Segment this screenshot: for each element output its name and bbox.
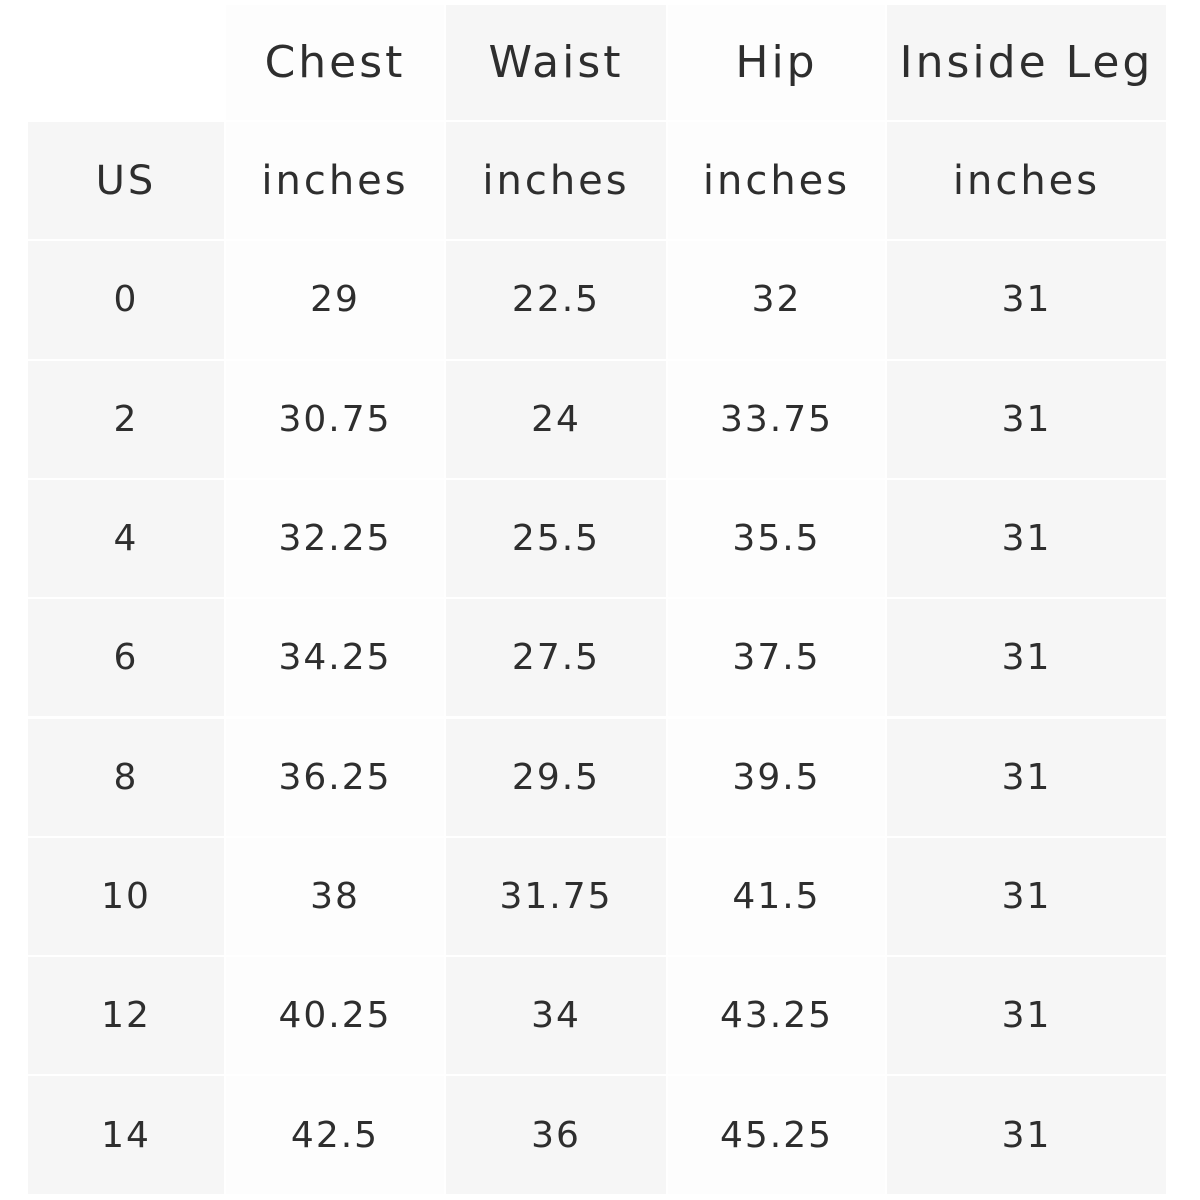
size-label: 6 — [28, 599, 226, 719]
measurement: 36.25 — [226, 718, 446, 838]
measurement: 36 — [446, 1076, 668, 1196]
unit-label: inches — [887, 122, 1168, 242]
measurement: 34.25 — [226, 599, 446, 719]
measurement: 31 — [887, 718, 1168, 838]
measurement: 37.5 — [668, 599, 887, 719]
measurement: 30.75 — [226, 360, 446, 480]
measurement: 29 — [226, 241, 446, 361]
measurement: 38 — [226, 837, 446, 958]
measurement: 31 — [887, 957, 1168, 1077]
size-label: 12 — [28, 957, 226, 1077]
measurement: 34 — [446, 957, 668, 1077]
column-header: Hip — [668, 5, 887, 122]
measurement: 41.5 — [668, 837, 887, 958]
column-header: Inside Leg — [887, 5, 1168, 122]
measurement: 35.5 — [668, 479, 887, 600]
measurement: 32 — [668, 241, 887, 361]
measurement: 40.25 — [226, 957, 446, 1077]
size-label: 14 — [28, 1076, 226, 1196]
unit-label: inches — [446, 122, 668, 242]
measurement: 24 — [446, 360, 668, 480]
unit-label: inches — [226, 122, 446, 242]
measurement: 31 — [887, 360, 1168, 480]
measurement: 45.25 — [668, 1076, 887, 1196]
measurement: 25.5 — [446, 479, 668, 600]
size-system: US — [28, 122, 226, 242]
measurement: 43.25 — [668, 957, 887, 1077]
measurement: 29.5 — [446, 718, 668, 838]
column-header: Chest — [226, 5, 446, 122]
measurement: 31 — [887, 599, 1168, 719]
measurement: 31.75 — [446, 837, 668, 958]
size-label: 0 — [28, 241, 226, 361]
size-label: 4 — [28, 479, 226, 600]
unit-label: inches — [668, 122, 887, 242]
measurement: 31 — [887, 241, 1168, 361]
measurement: 22.5 — [446, 241, 668, 361]
size-label: 10 — [28, 837, 226, 958]
measurement: 27.5 — [446, 599, 668, 719]
measurement: 39.5 — [668, 718, 887, 838]
measurement: 31 — [887, 837, 1168, 958]
column-header: Waist — [446, 5, 668, 122]
measurement: 42.5 — [226, 1076, 446, 1196]
size-label: 8 — [28, 718, 226, 838]
size-label: 2 — [28, 360, 226, 480]
measurement: 31 — [887, 1076, 1168, 1196]
measurement: 31 — [887, 479, 1168, 600]
measurement: 32.25 — [226, 479, 446, 600]
measurement: 33.75 — [668, 360, 887, 480]
